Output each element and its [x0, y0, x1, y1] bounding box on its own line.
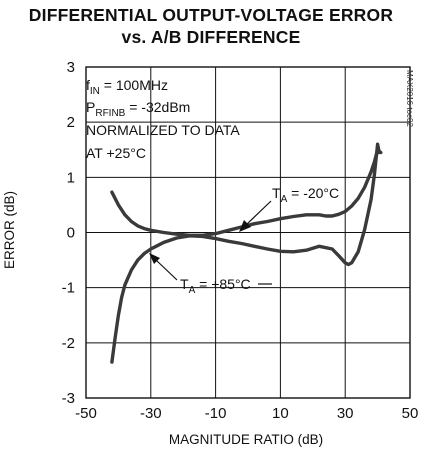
plot-frame	[85, 66, 411, 399]
condition-prf: PRFINB = -32dBm	[86, 99, 190, 119]
y-tick-label: -1	[62, 280, 75, 297]
condition-fin-val: = 100MHz	[100, 77, 168, 93]
series-line-1	[110, 142, 381, 364]
x-tick-label: -10	[205, 405, 227, 422]
x-tick-label: 10	[272, 405, 289, 422]
y-tick-label: 1	[67, 169, 75, 186]
series-group	[110, 142, 383, 364]
y-tick-label: 2	[67, 114, 75, 131]
annotation-plus85: TA = +85°C	[180, 276, 251, 296]
series-line-0	[110, 148, 383, 237]
x-axis-label: MAGNITUDE RATIO (dB)	[169, 432, 323, 447]
annotation-plus85-main: T	[180, 276, 189, 292]
y-tick-label: 3	[67, 59, 75, 76]
condition-normalized: NORMALIZED TO DATA	[86, 122, 240, 138]
annotation-minus20-main: T	[272, 185, 281, 201]
annotation-plus85-sub: A	[189, 285, 196, 296]
condition-temp: AT +25°C	[86, 145, 146, 161]
y-axis-label: ERROR (dB)	[2, 191, 17, 269]
y-tick-label: -2	[62, 335, 75, 352]
annotation-minus20: TA = -20°C	[272, 185, 339, 205]
grid	[85, 66, 411, 399]
condition-prf-main: P	[86, 99, 95, 115]
watermark: MAX2016 toc02	[405, 70, 414, 127]
annotation-minus20-sub: A	[281, 194, 288, 205]
chart-title-line2: vs. A/B DIFFERENCE	[121, 27, 301, 47]
annotation-minus20-arrowhead	[239, 220, 251, 232]
annotation-plus85-val: = +85°C	[195, 276, 250, 292]
x-tick-label: -50	[75, 405, 97, 422]
annotation-plus85-arrowhead	[149, 253, 160, 264]
annotation-plus85-leader	[155, 259, 178, 281]
annotation-minus20-leader	[245, 200, 272, 226]
x-tick-label: 30	[337, 405, 354, 422]
condition-fin-main: f	[86, 77, 90, 93]
condition-prf-val: = -32dBm	[125, 99, 190, 115]
condition-prf-sub: RFINB	[95, 108, 125, 119]
x-tick-label: -30	[140, 405, 162, 422]
chart-title-line1: DIFFERENTIAL OUTPUT-VOLTAGE ERROR	[28, 5, 394, 25]
y-tick-label: -3	[62, 390, 75, 407]
condition-fin-sub: IN	[90, 86, 100, 97]
y-tick-label: 0	[67, 225, 75, 242]
x-tick-label: 50	[402, 405, 419, 422]
annotation-minus20-val: = -20°C	[287, 185, 339, 201]
condition-fin: fIN = 100MHz	[86, 77, 168, 97]
